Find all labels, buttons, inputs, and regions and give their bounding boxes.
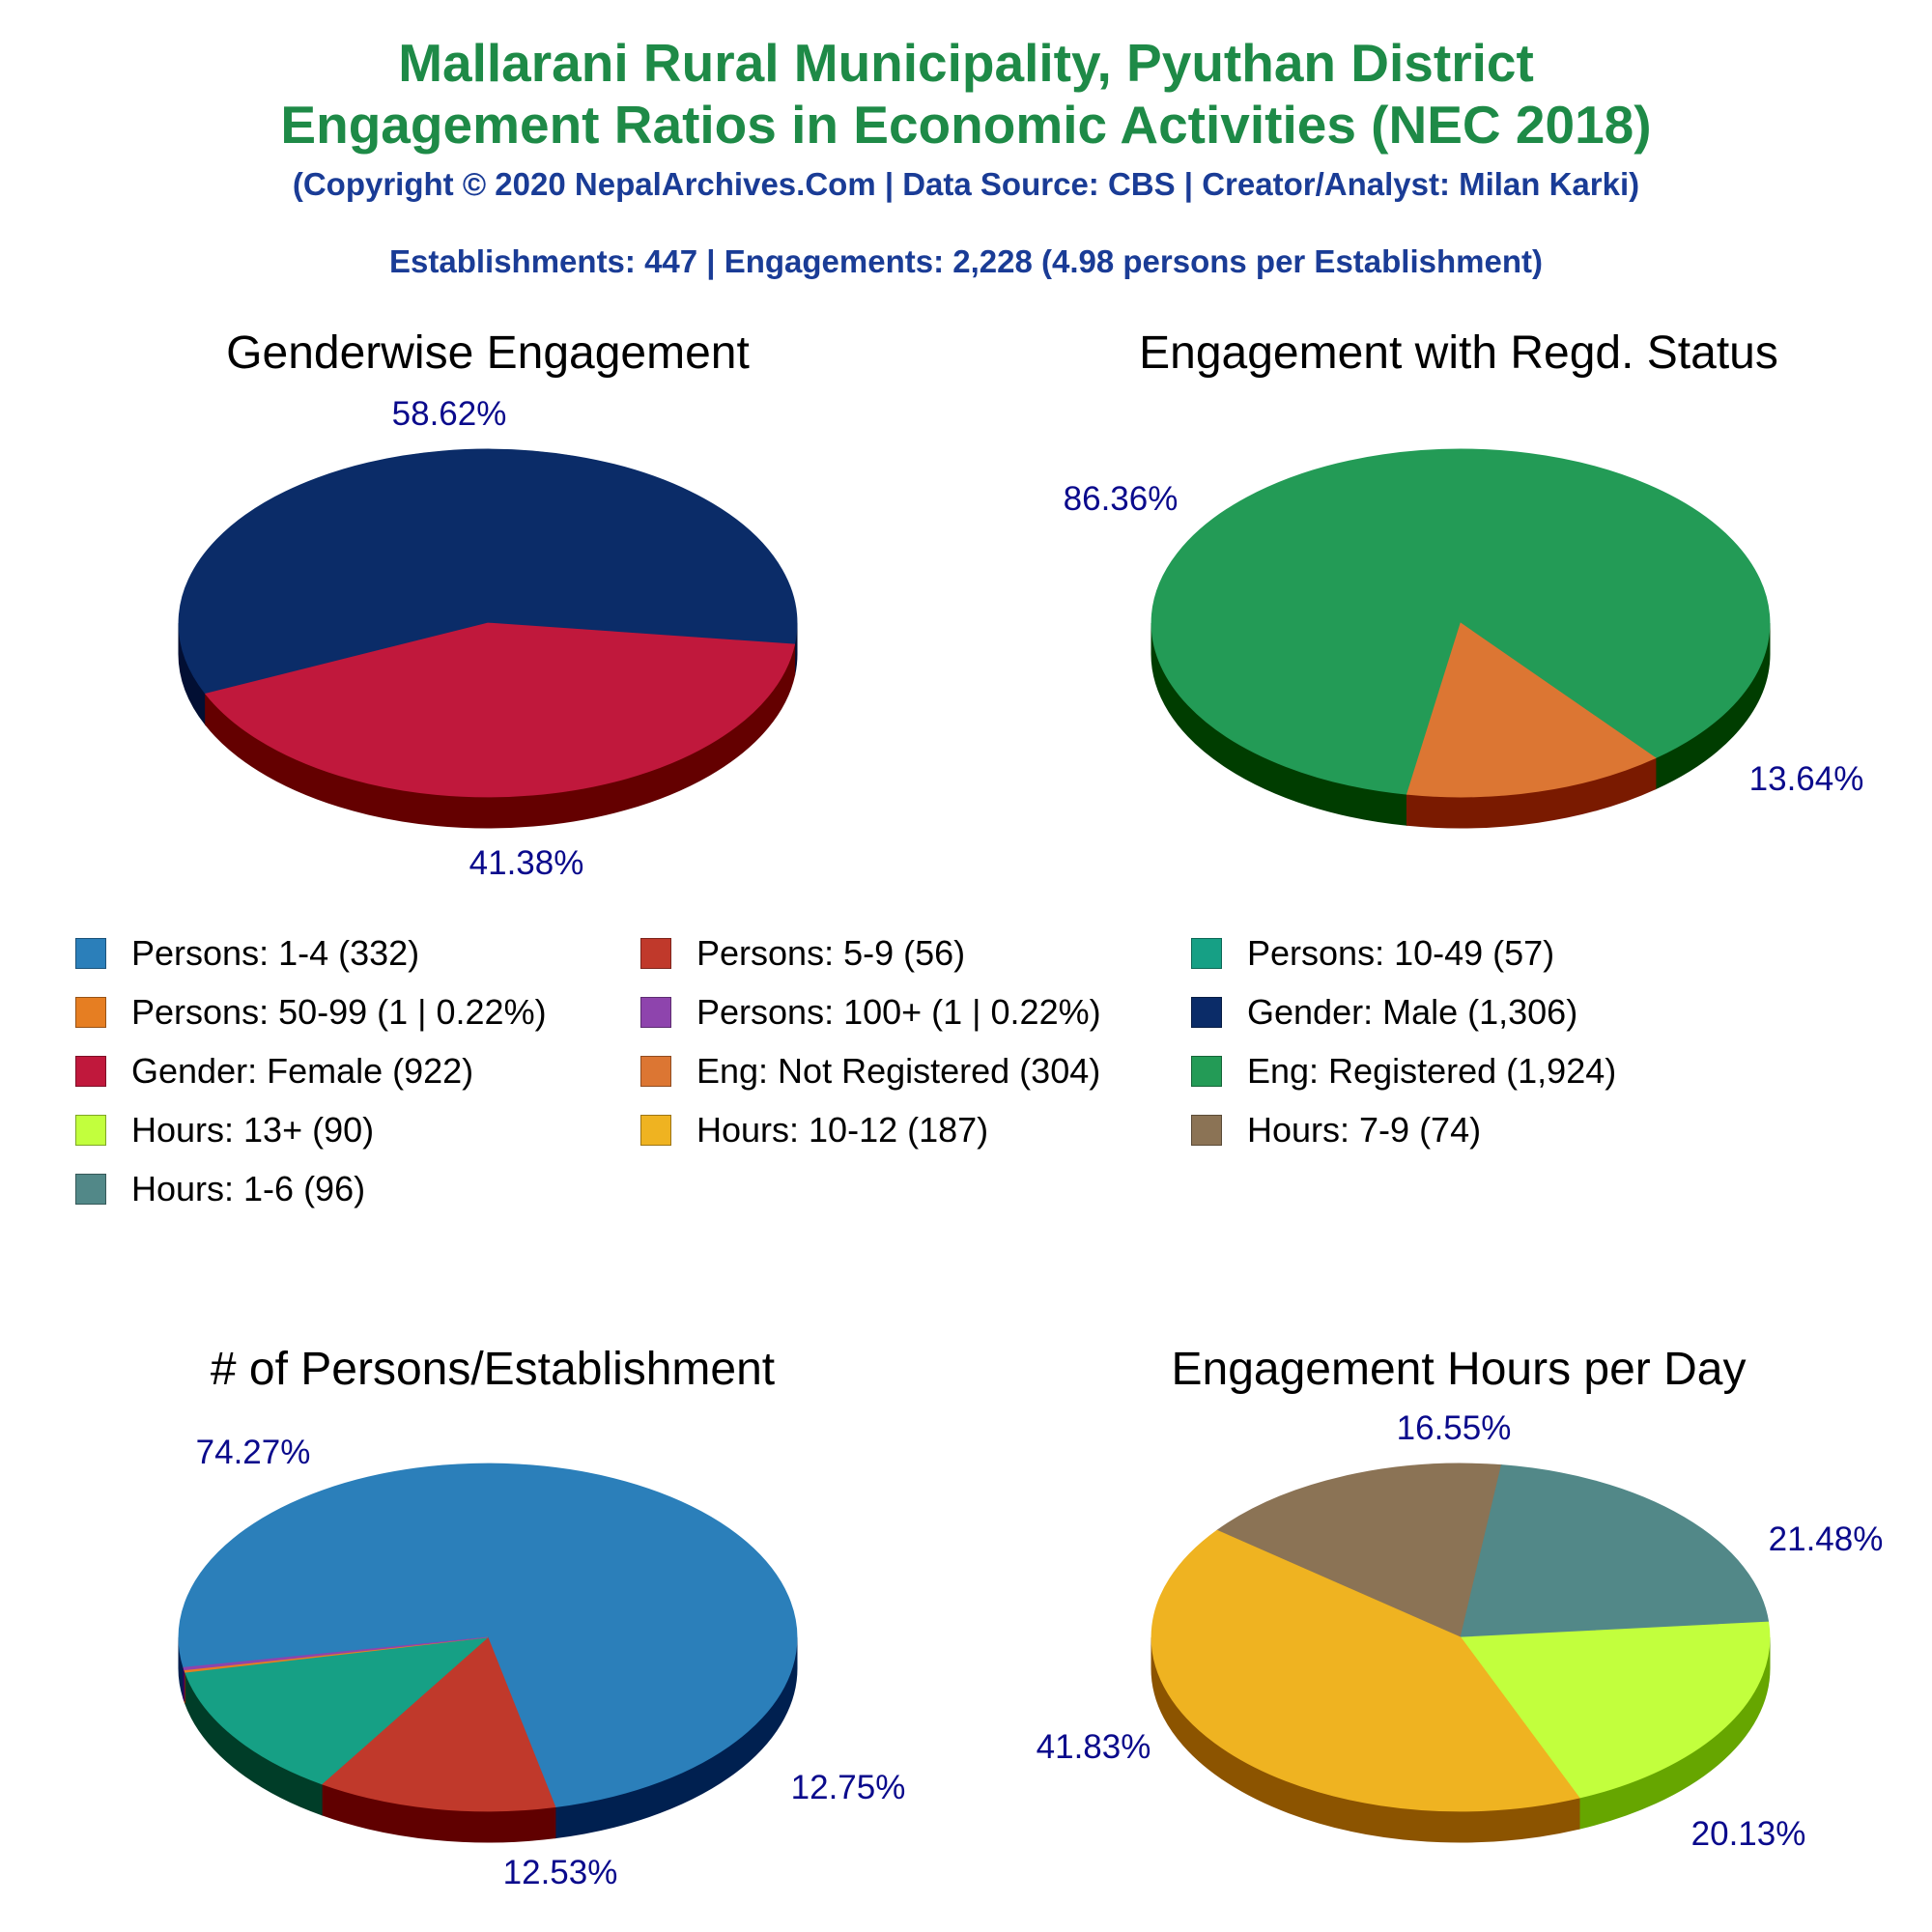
pie-percent-label: 41.38%: [469, 844, 584, 882]
summary-subtitle: Establishments: 447 | Engagements: 2,228…: [389, 243, 1543, 279]
legend-label: Eng: Not Registered (304): [696, 1051, 1101, 1091]
legend-item: Eng: Registered (1,924): [1191, 1050, 1616, 1093]
pie-slice: [1460, 1621, 1771, 1799]
pie-percent-label: 41.83%: [1037, 1728, 1151, 1766]
pie-slice: [1216, 1463, 1502, 1638]
main-title-line-1: Mallarani Rural Municipality, Pyuthan Di…: [398, 33, 1534, 93]
legend-swatch: [1191, 938, 1222, 969]
legend-swatch: [1191, 1115, 1222, 1146]
pie-percent-label: 13.64%: [1749, 760, 1864, 798]
pie-slice: [321, 1636, 556, 1812]
legend-item: Persons: 100+ (1 | 0.22%): [640, 991, 1101, 1034]
pie-percent-label: 12.75%: [791, 1769, 906, 1806]
legend-label: Gender: Male (1,306): [1247, 992, 1578, 1032]
pie-percent-label: 86.36%: [1064, 480, 1179, 518]
legend-swatch: [75, 1115, 106, 1146]
pie-slice: [178, 1463, 798, 1808]
chart-title-regd-status: Engagement with Regd. Status: [1139, 327, 1778, 379]
pie-chart-4: 16.55% 21.48% 20.13% 41.83%: [1037, 1409, 1884, 1853]
legend-label: Persons: 50-99 (1 | 0.22%): [131, 992, 547, 1032]
legend-label: Persons: 10-49 (57): [1247, 933, 1555, 973]
legend-swatch: [640, 1115, 671, 1146]
legend-item: Persons: 5-9 (56): [640, 932, 965, 975]
pie-slice-side: [183, 1667, 185, 1701]
pie-slice: [1151, 1529, 1580, 1812]
legend-item: Hours: 7-9 (74): [1191, 1109, 1481, 1151]
chart-title-gender: Genderwise Engagement: [226, 327, 750, 379]
legend-item: Persons: 50-99 (1 | 0.22%): [75, 991, 547, 1034]
legend-label: Persons: 1-4 (332): [131, 933, 420, 973]
copyright-subtitle: (Copyright © 2020 NepalArchives.Com | Da…: [292, 166, 1640, 202]
pie-slice: [178, 448, 798, 695]
legend-swatch: [75, 997, 106, 1028]
legend-item: Hours: 13+ (90): [75, 1109, 374, 1151]
pie-slice: [1406, 622, 1657, 798]
legend-swatch: [640, 997, 671, 1028]
legend-label: Hours: 13+ (90): [131, 1110, 375, 1150]
legend-item: Gender: Female (922): [75, 1050, 473, 1093]
pie-slice: [183, 1636, 489, 1671]
pie-percent-label: 12.53%: [503, 1854, 618, 1891]
legend-swatch: [640, 938, 671, 969]
legend-label: Hours: 1-6 (96): [131, 1169, 366, 1208]
legend-swatch: [1191, 997, 1222, 1028]
pie-chart-1: 58.62% 41.38%: [178, 395, 798, 882]
pie-percent-label: 16.55%: [1397, 1409, 1512, 1447]
pie-slice: [204, 622, 796, 798]
pie-slice: [184, 1636, 490, 1785]
legend-label: Eng: Registered (1,924): [1247, 1051, 1617, 1091]
pie-slice: [1151, 448, 1771, 795]
legend-item: Hours: 10-12 (187): [640, 1109, 988, 1151]
chart-title-hours: Engagement Hours per Day: [1171, 1344, 1747, 1395]
legend-swatch: [75, 1056, 106, 1087]
legend-label: Gender: Female (922): [131, 1051, 474, 1091]
legend-item: Persons: 10-49 (57): [1191, 932, 1554, 975]
legend-label: Persons: 5-9 (56): [696, 933, 966, 973]
pie-percent-label: 21.48%: [1769, 1520, 1884, 1558]
legend-item: Hours: 1-6 (96): [75, 1168, 365, 1210]
legend-label: Persons: 100+ (1 | 0.22%): [696, 992, 1101, 1032]
pie-percent-label: 58.62%: [392, 395, 507, 433]
pie-percent-label: 74.27%: [196, 1434, 311, 1471]
main-title-line-2: Engagement Ratios in Economic Activities…: [280, 95, 1652, 155]
legend-swatch: [640, 1056, 671, 1087]
legend-swatch: [1191, 1056, 1222, 1087]
legend-swatch: [75, 1174, 106, 1205]
legend-item: Eng: Not Registered (304): [640, 1050, 1100, 1093]
pie-chart-2: 86.36% 13.64%: [1064, 448, 1864, 829]
legend-label: Hours: 7-9 (74): [1247, 1110, 1482, 1150]
pie-chart-3: 74.27% 12.53% 12.75%: [178, 1434, 906, 1891]
legend-item: Gender: Male (1,306): [1191, 991, 1577, 1034]
pie-percent-label: 20.13%: [1691, 1815, 1806, 1853]
legend-swatch: [75, 938, 106, 969]
legend-label: Hours: 10-12 (187): [696, 1110, 989, 1150]
legend-item: Persons: 1-4 (332): [75, 932, 419, 975]
chart-title-persons: # of Persons/Establishment: [210, 1344, 776, 1395]
pie-slice: [1460, 1464, 1770, 1638]
